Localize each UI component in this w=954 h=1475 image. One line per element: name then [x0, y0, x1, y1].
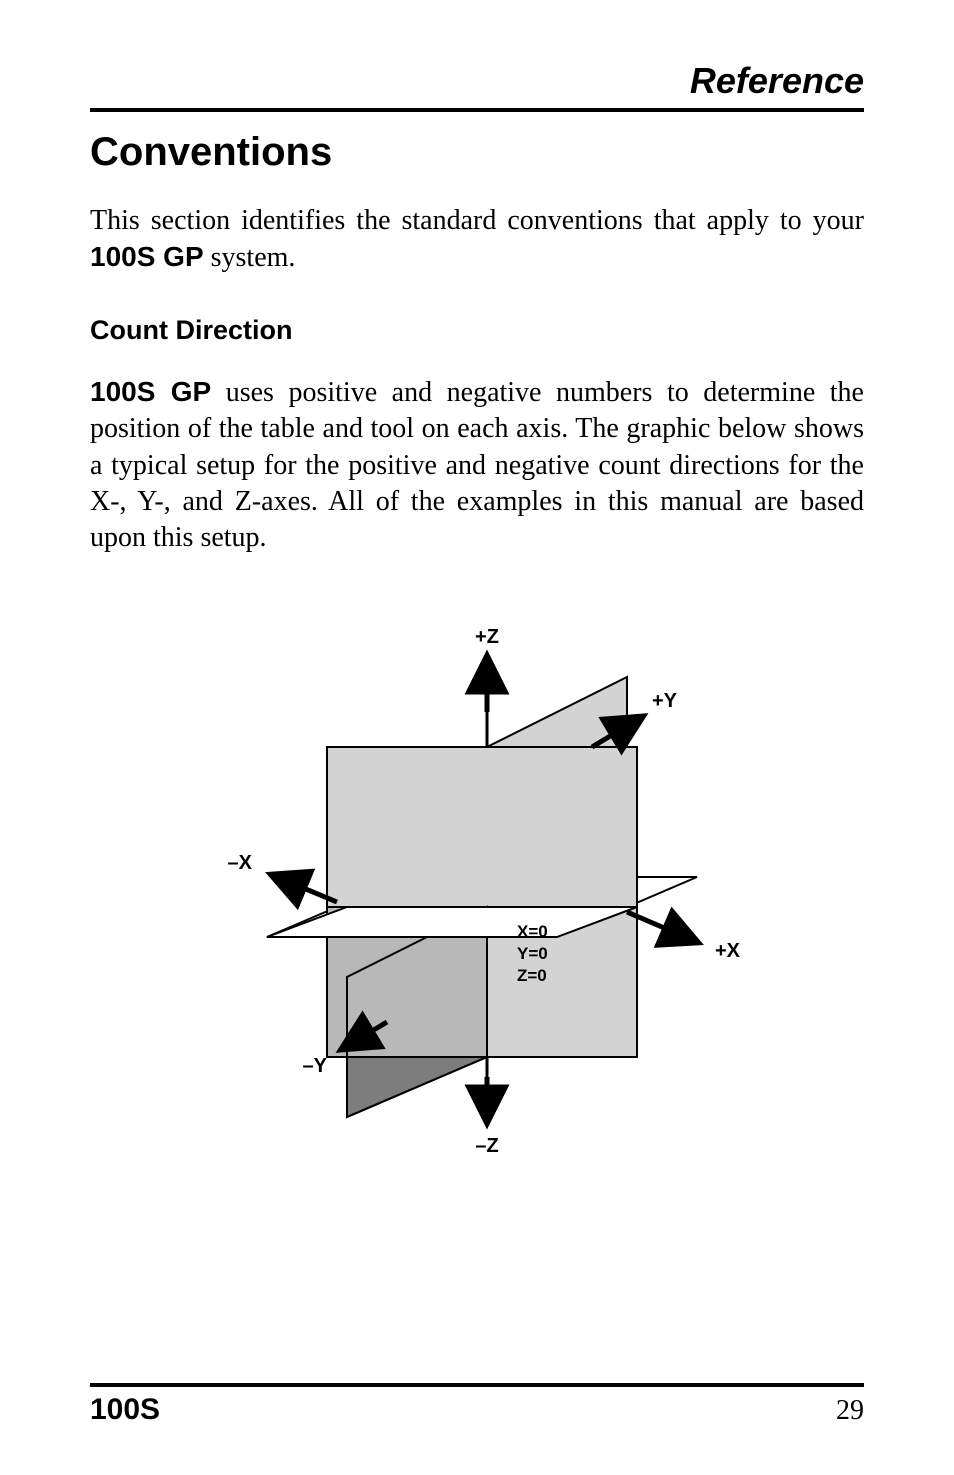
- label-pos-y: +Y: [652, 690, 678, 712]
- label-origin-y: Y=0: [517, 944, 548, 963]
- subsection-heading: Count Direction: [90, 315, 864, 346]
- label-pos-z: +Z: [475, 626, 499, 648]
- label-neg-z: –Z: [475, 1135, 498, 1157]
- running-head: Reference: [90, 60, 864, 102]
- section-heading: Conventions: [90, 130, 864, 175]
- body-product-name: 100S GP: [90, 376, 211, 407]
- label-neg-y: –Y: [303, 1055, 328, 1077]
- axes-svg: +Z –Z +X –X +Y –Y X=0 Y=0 Z=0: [197, 617, 757, 1177]
- label-neg-x: –X: [228, 852, 253, 874]
- label-origin-z: Z=0: [517, 966, 547, 985]
- intro-text-pre: This section identifies the standard con…: [90, 205, 864, 236]
- intro-product-name: 100S GP: [90, 241, 204, 272]
- body-paragraph: 100S GP uses positive and negative numbe…: [90, 374, 864, 557]
- page-footer: 100S 29: [90, 1383, 864, 1427]
- intro-paragraph: This section identifies the standard con…: [90, 203, 864, 277]
- page-number: 29: [836, 1395, 864, 1427]
- footer-rule: [90, 1383, 864, 1387]
- label-origin-x: X=0: [517, 922, 548, 941]
- label-pos-x: +X: [715, 940, 741, 962]
- header-rule: [90, 108, 864, 112]
- axes-diagram: +Z –Z +X –X +Y –Y X=0 Y=0 Z=0: [90, 617, 864, 1182]
- footer-product: 100S: [90, 1393, 160, 1427]
- intro-text-post: system.: [204, 242, 296, 273]
